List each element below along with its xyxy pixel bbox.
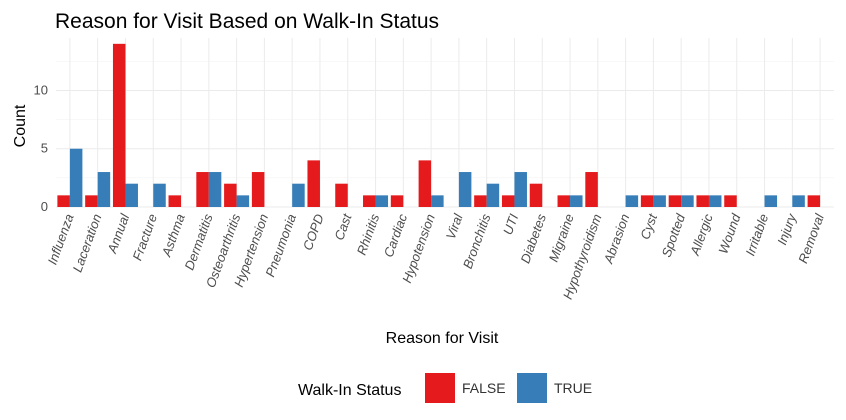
bar-wound-false <box>724 195 737 207</box>
bar-annual-true <box>125 183 138 207</box>
x-tick-label: Asthma <box>158 212 188 259</box>
x-axis-title: Reason for Visit <box>386 330 499 347</box>
bar-hypotension-false <box>418 160 432 207</box>
grid <box>56 38 834 208</box>
x-tick-label: Diabetes <box>517 211 549 265</box>
bar-allergic-false <box>696 195 709 207</box>
bar-removal-false <box>807 195 821 207</box>
x-tick-label: Cyst <box>637 211 660 242</box>
x-tick-label: Irritable <box>742 212 771 258</box>
x-tick-label: Wound <box>715 211 743 256</box>
x-tick-label: Viral <box>443 211 466 241</box>
bar-cyst-false <box>640 195 654 207</box>
x-tick-label: Fracture <box>129 212 160 263</box>
legend-label-false: FALSE <box>462 380 506 396</box>
bar-allergic-true <box>708 195 722 207</box>
x-tick-label: Cast <box>331 211 355 243</box>
y-tick-label: 10 <box>34 82 48 97</box>
bar-cast-false <box>335 183 348 207</box>
bar-copd-false <box>307 160 320 207</box>
bar-viral-true <box>458 172 472 207</box>
bar-hypertension-false <box>251 172 265 207</box>
bar-irritable-true <box>764 195 778 207</box>
y-tick-label: 5 <box>41 141 48 156</box>
x-tick-label: Cardiac <box>381 211 411 259</box>
bar-cardiac-false <box>390 195 404 207</box>
bar-hypotension-true <box>431 195 444 207</box>
x-tick-label: Spotted <box>659 211 689 259</box>
x-tick-label: UTI <box>500 212 521 237</box>
bar-bronchitis-true <box>486 183 500 207</box>
bars <box>57 43 821 207</box>
bar-rhinitis-false <box>363 195 376 207</box>
bar-osteoarthritis-false <box>224 183 237 207</box>
bar-hypothyroidism-false <box>585 172 598 207</box>
y-axis-title: Count <box>12 104 29 147</box>
bar-rhinitis-true <box>375 195 389 207</box>
bar-osteoarthritis-true <box>236 195 250 207</box>
bar-cyst-true <box>653 195 666 207</box>
x-tick-label: Bronchitis <box>460 211 494 270</box>
legend-key-false <box>425 373 455 403</box>
bar-bronchitis-false <box>474 195 487 207</box>
bar-fracture-true <box>153 183 166 207</box>
x-tick-label: Rhinitis <box>354 211 383 257</box>
bar-pneumonia-true <box>292 183 305 207</box>
bar-spotted-false <box>668 195 682 207</box>
bar-laceration-true <box>97 172 111 207</box>
bar-laceration-false <box>85 195 98 207</box>
x-tick-label: Migraine <box>546 212 577 264</box>
x-tick-label: Influenza <box>45 212 77 267</box>
x-tick-label: Injury <box>774 210 799 246</box>
bar-migraine-false <box>557 195 571 207</box>
bar-injury-true <box>792 195 805 207</box>
bar-uti-false <box>501 195 515 207</box>
x-tick-label: Abrasion <box>600 212 632 266</box>
x-tick-label: Annual <box>104 211 133 256</box>
bar-influenza-false <box>57 195 70 207</box>
x-tick-label: COPD <box>300 212 327 252</box>
chart-title: Reason for Visit Based on Walk-In Status <box>55 10 439 33</box>
bar-dermatitis-false <box>196 172 209 207</box>
bar-annual-false <box>112 43 126 207</box>
legend-key-true <box>517 373 547 403</box>
bar-uti-true <box>514 172 527 207</box>
y-axis-ticks: 0 5 10 <box>34 82 48 214</box>
bar-asthma-false <box>168 195 182 207</box>
x-tick-label: Allergic <box>687 211 716 258</box>
bar-influenza-true <box>69 148 83 207</box>
legend-title: Walk-In Status <box>298 382 401 399</box>
legend: Walk-In Status FALSE TRUE <box>298 373 592 403</box>
bar-migraine-true <box>570 195 583 207</box>
bar-dermatitis-true <box>208 172 222 207</box>
bar-spotted-true <box>681 195 694 207</box>
bar-abrasion-true <box>625 195 639 207</box>
legend-label-true: TRUE <box>554 380 592 396</box>
x-tick-label: Removal <box>795 211 827 265</box>
y-tick-label: 0 <box>41 199 48 214</box>
bar-diabetes-false <box>529 183 543 207</box>
